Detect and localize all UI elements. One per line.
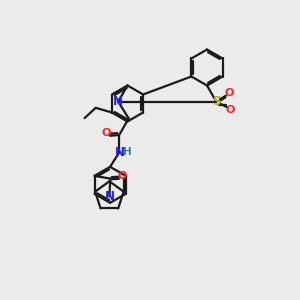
Text: N: N [113,95,123,108]
Text: N: N [104,190,114,203]
Text: N: N [114,146,124,159]
Text: O: O [118,171,127,181]
Text: O: O [225,105,235,115]
Text: O: O [102,128,111,138]
Text: O: O [224,88,234,98]
Text: H: H [122,147,131,157]
Text: S: S [212,95,220,108]
